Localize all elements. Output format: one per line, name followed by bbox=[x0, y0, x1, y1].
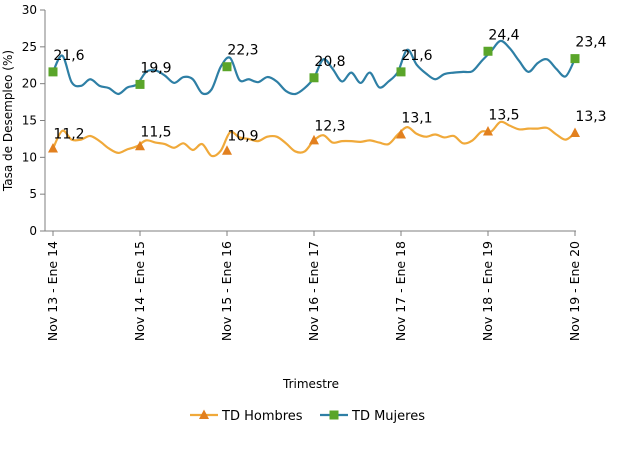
data-label: 23,4 bbox=[575, 35, 606, 51]
square-marker bbox=[396, 67, 406, 77]
y-tick-label: 10 bbox=[22, 150, 37, 164]
square-marker bbox=[483, 46, 493, 56]
square-marker bbox=[135, 79, 145, 89]
triangle-marker bbox=[309, 134, 319, 145]
data-label: 21,6 bbox=[401, 48, 432, 64]
x-tick-label: Nov 16 - Ene 17 bbox=[306, 241, 321, 341]
x-tick-label: Nov 18 - Ene 19 bbox=[480, 241, 495, 341]
data-label: 21,6 bbox=[53, 48, 84, 64]
y-axis-title: Tasa de Desempleo (%) bbox=[1, 50, 15, 192]
legend-triangle-icon bbox=[199, 409, 209, 419]
data-label: 19,9 bbox=[140, 60, 171, 76]
data-label: 10,9 bbox=[227, 129, 258, 145]
data-label: 13,3 bbox=[575, 109, 606, 125]
x-axis: Nov 13 - Ene 14 Nov 14 - Ene 15 Nov 15 - E… bbox=[45, 230, 582, 341]
legend: TD Hombres TD Mujeres bbox=[190, 409, 425, 424]
x-tick-label: Nov 14 - Ene 15 bbox=[132, 241, 147, 341]
data-labels: 11,2 11,5 10,9 12,3 13,1 13,5 13,3 21,6 19,9 22,3… bbox=[53, 27, 606, 144]
triangle-marker bbox=[570, 127, 580, 138]
data-label: 13,1 bbox=[401, 110, 432, 126]
x-tick-label: Nov 15 - Ene 16 bbox=[219, 241, 234, 341]
data-label: 13,5 bbox=[488, 108, 519, 124]
y-tick-label: 5 bbox=[29, 187, 37, 201]
y-tick-label: 15 bbox=[22, 114, 37, 128]
data-label: 24,4 bbox=[488, 27, 519, 43]
x-axis-title: Trimestre bbox=[282, 377, 339, 391]
square-marker bbox=[222, 62, 232, 72]
square-marker bbox=[48, 67, 58, 77]
y-tick-label: 30 bbox=[22, 3, 37, 17]
square-marker bbox=[309, 73, 319, 83]
triangle-marker bbox=[483, 126, 493, 136]
x-tick-label: Nov 17 - Ene 18 bbox=[393, 241, 408, 341]
data-label: 22,3 bbox=[227, 43, 258, 59]
legend-label: TD Mujeres bbox=[351, 409, 425, 424]
triangle-marker bbox=[48, 142, 58, 153]
legend-label: TD Hombres bbox=[221, 409, 303, 424]
y-tick-label: 20 bbox=[22, 77, 37, 91]
y-tick-label: 25 bbox=[22, 40, 37, 54]
legend-square-icon bbox=[329, 410, 339, 420]
x-tick-label: Nov 19 - Ene 20 bbox=[567, 241, 582, 341]
triangle-marker bbox=[396, 128, 406, 139]
square-marker bbox=[570, 54, 580, 64]
x-tick-label: Nov 13 - Ene 14 bbox=[45, 241, 60, 341]
data-label: 20,8 bbox=[314, 54, 345, 70]
series-layer bbox=[48, 39, 580, 158]
data-label: 12,3 bbox=[314, 118, 345, 134]
triangle-marker bbox=[222, 145, 232, 155]
y-axis: 0 5 10 15 20 25 30 bbox=[22, 3, 46, 238]
data-label: 11,5 bbox=[140, 124, 171, 140]
triangle-marker bbox=[135, 140, 145, 151]
y-tick-label: 0 bbox=[29, 224, 37, 238]
data-label: 11,2 bbox=[53, 126, 84, 142]
